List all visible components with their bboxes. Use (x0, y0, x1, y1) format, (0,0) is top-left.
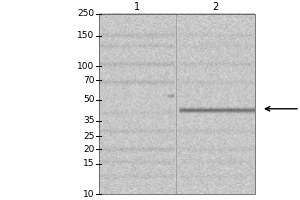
Text: 1: 1 (134, 2, 140, 12)
Text: 50: 50 (83, 95, 94, 104)
Text: 20: 20 (83, 145, 94, 154)
Text: 25: 25 (83, 132, 94, 141)
Text: 10: 10 (83, 190, 94, 199)
Text: 2: 2 (212, 2, 218, 12)
Text: 35: 35 (83, 116, 94, 125)
Text: 100: 100 (77, 62, 94, 71)
Text: 70: 70 (83, 76, 94, 85)
Text: 150: 150 (77, 31, 94, 40)
Text: 250: 250 (77, 9, 94, 18)
Text: 15: 15 (83, 159, 94, 168)
